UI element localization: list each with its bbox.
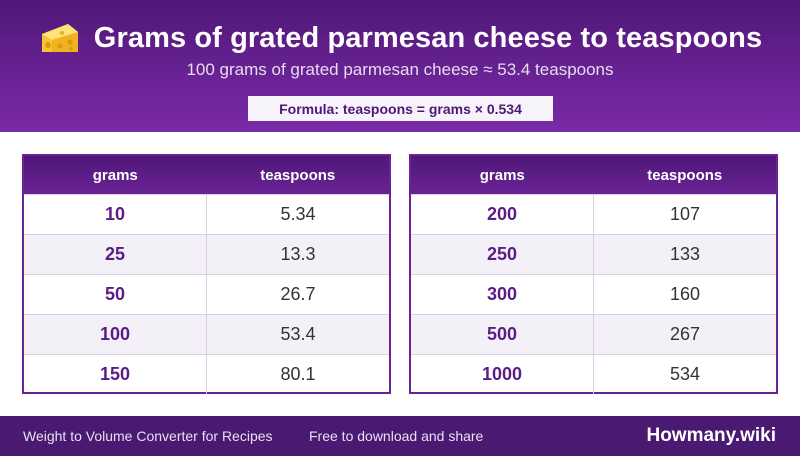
teaspoons-cell: 267	[669, 324, 701, 344]
table-row: 250 133	[411, 234, 776, 274]
grams-cell: 10	[24, 195, 207, 234]
footer-tagline: Weight to Volume Converter for Recipes	[23, 428, 273, 444]
conversion-table-left: grams teaspoons 10 5.34 25 13.3 50 26.7 …	[22, 154, 391, 394]
subtitle: 100 grams of grated parmesan cheese ≈ 53…	[186, 60, 614, 79]
grams-cell: 500	[411, 315, 594, 354]
header-banner: Grams of grated parmesan cheese to teasp…	[0, 0, 800, 132]
conversion-table-right: grams teaspoons 200 107 250 133 300 160 …	[409, 154, 778, 394]
teaspoons-cell: 160	[669, 284, 701, 304]
teaspoons-cell: 13.3	[280, 244, 316, 264]
teaspoons-cell: 5.34	[280, 204, 316, 224]
grams-cell: 150	[24, 355, 207, 394]
formula-box: Formula: teaspoons = grams × 0.534	[248, 96, 553, 121]
grams-cell: 250	[411, 235, 594, 274]
table-header: grams teaspoons	[24, 156, 389, 194]
teaspoons-cell: 107	[669, 204, 701, 224]
table-row: 50 26.7	[24, 274, 389, 314]
teaspoons-cell: 53.4	[280, 324, 316, 344]
teaspoons-cell: 26.7	[280, 284, 316, 304]
title-row: Grams of grated parmesan cheese to teasp…	[0, 16, 800, 60]
cheese-icon	[41, 24, 78, 52]
grams-cell: 1000	[411, 355, 594, 394]
grams-cell: 25	[24, 235, 207, 274]
column-header-teaspoons: teaspoons	[647, 166, 723, 184]
teaspoons-cell: 80.1	[280, 364, 316, 384]
grams-cell: 300	[411, 275, 594, 314]
grams-cell: 200	[411, 195, 594, 234]
grams-cell: 50	[24, 275, 207, 314]
table-row: 1000 534	[411, 354, 776, 394]
column-header-teaspoons: teaspoons	[260, 166, 336, 184]
brand-logo-text[interactable]: Howmany.wiki	[646, 425, 776, 446]
grams-cell: 100	[24, 315, 207, 354]
table-row: 25 13.3	[24, 234, 389, 274]
table-row: 100 53.4	[24, 314, 389, 354]
table-row: 300 160	[411, 274, 776, 314]
table-row: 150 80.1	[24, 354, 389, 394]
footer-bar: Weight to Volume Converter for Recipes F…	[0, 416, 800, 456]
footer-note: Free to download and share	[309, 428, 484, 444]
column-header-grams: grams	[92, 166, 138, 184]
teaspoons-cell: 534	[669, 364, 701, 384]
column-header-grams: grams	[479, 166, 525, 184]
teaspoons-cell: 133	[669, 244, 701, 264]
table-row: 10 5.34	[24, 194, 389, 234]
table-row: 500 267	[411, 314, 776, 354]
table-row: 200 107	[411, 194, 776, 234]
page-title: Grams of grated parmesan cheese to teasp…	[93, 21, 763, 54]
table-header: grams teaspoons	[411, 156, 776, 194]
